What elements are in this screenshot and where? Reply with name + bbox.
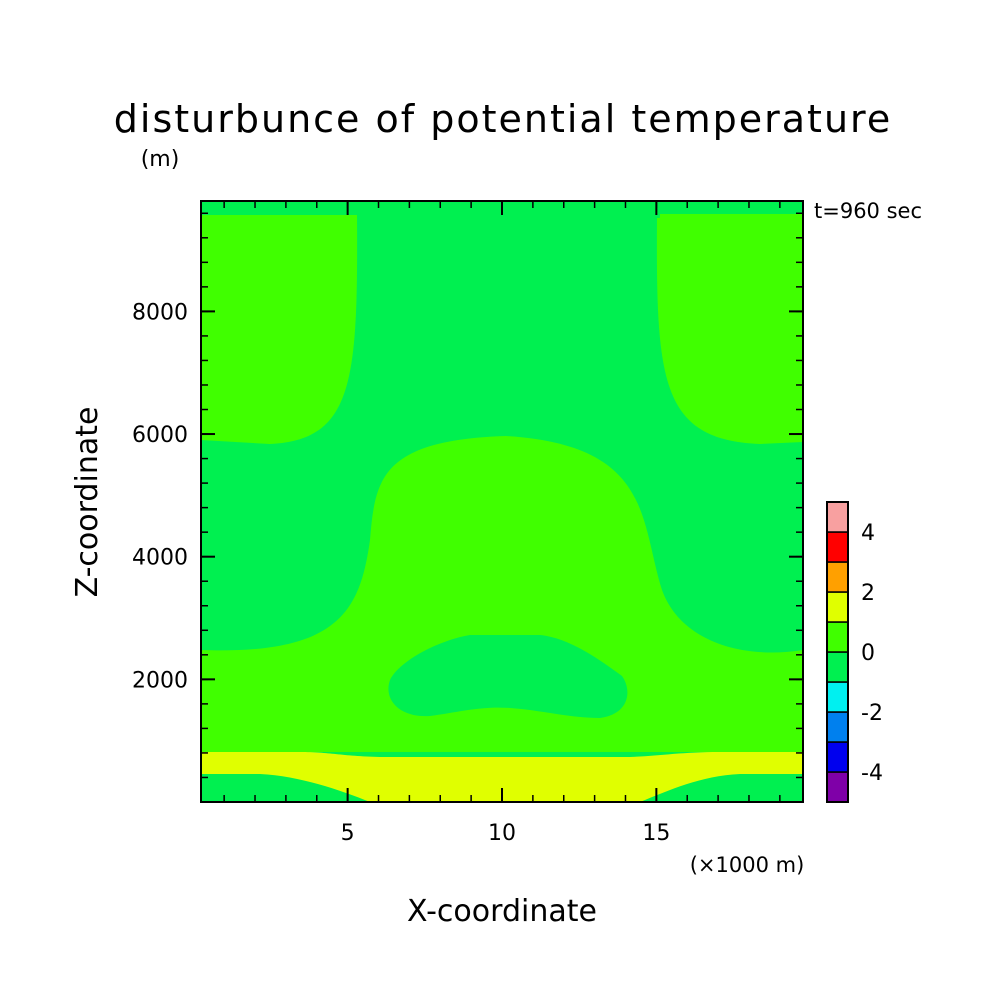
colorbar-tick-label: -2 (861, 701, 883, 726)
y-axis-title: Z-coordinate (70, 407, 105, 598)
colorbar-segment (826, 501, 849, 533)
x-axis-tick-labels: 5 10 15 (341, 821, 671, 846)
chart-subtitle: (m) (141, 147, 180, 172)
contour-plot (201, 201, 803, 802)
colorbar-segment (826, 741, 849, 773)
y-tick-label: 4000 (132, 546, 188, 571)
contour-region-upper-left (201, 215, 358, 444)
colorbar-segment (826, 681, 849, 713)
colorbar-tick-label: 2 (861, 581, 875, 606)
colorbar-segment (826, 771, 849, 803)
contour-region-low-oval (388, 635, 628, 718)
contour-region-surface-band (201, 752, 803, 802)
y-axis-tick-labels: 2000 4000 6000 8000 (132, 300, 188, 693)
x-axis-title: X-coordinate (407, 894, 597, 929)
colorbar-segment (826, 711, 849, 743)
contour-region-upper-right (656, 214, 803, 444)
colorbar-segment (826, 651, 849, 683)
x-unit-label: (×1000 m) (690, 853, 805, 877)
colorbar-tick-label: 4 (861, 521, 875, 546)
x-tick-label: 10 (488, 821, 516, 846)
colorbar-segment (826, 561, 849, 593)
colorbar-segment (826, 621, 849, 653)
x-tick-label: 5 (341, 821, 355, 846)
time-label: t=960 sec (814, 199, 922, 223)
colorbar-frame (826, 501, 849, 803)
chart-title: disturbunce of potential temperature (114, 97, 892, 141)
colorbar-tick-label: -4 (861, 761, 883, 786)
y-tick-label: 8000 (132, 300, 188, 325)
axis-major-ticks (201, 201, 803, 802)
colorbar-segment (826, 531, 849, 563)
colorbar-segment (826, 591, 849, 623)
colorbar: 4 2 0 -2 -4 (826, 501, 883, 803)
x-tick-label: 15 (642, 821, 670, 846)
y-tick-label: 2000 (132, 668, 188, 693)
y-tick-label: 6000 (132, 423, 188, 448)
colorbar-tick-label: 0 (861, 641, 875, 666)
